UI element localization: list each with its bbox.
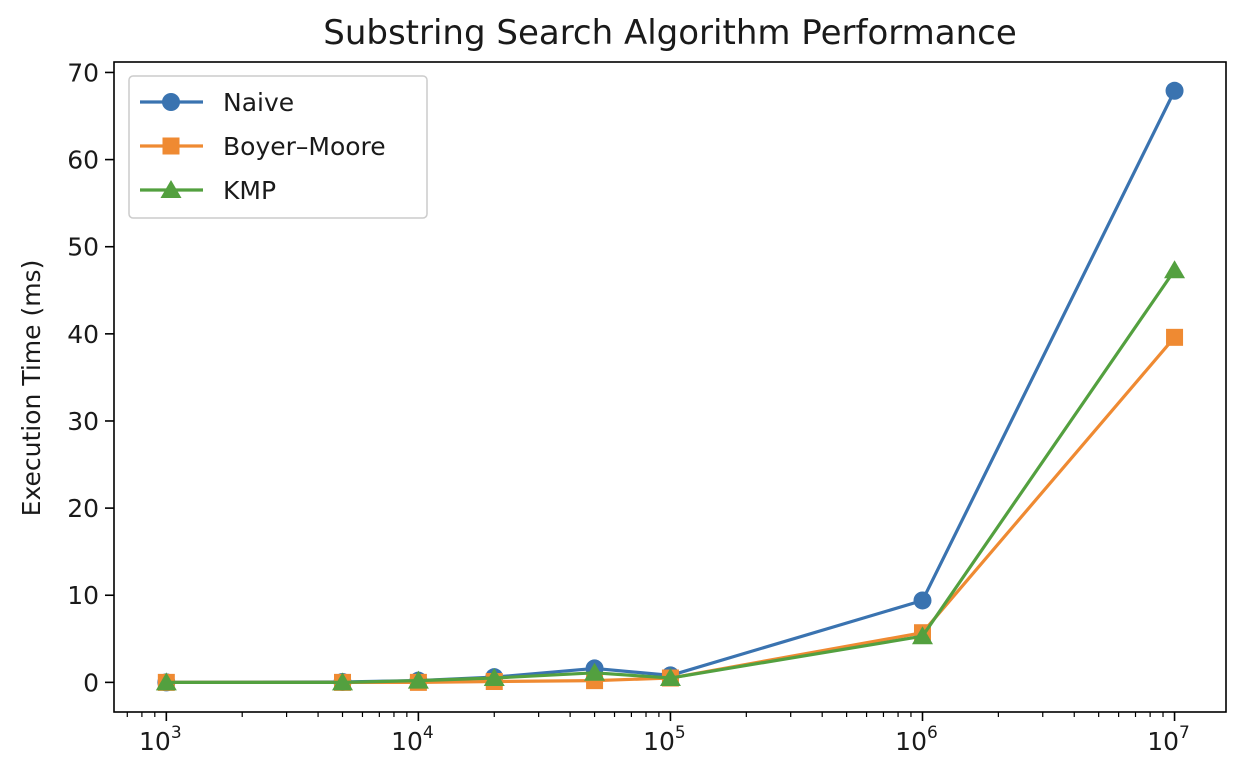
x-tick-label: 103 <box>139 723 182 756</box>
data-point <box>584 662 606 681</box>
x-tick-exponent: 4 <box>423 723 434 743</box>
x-tick-exponent: 6 <box>927 723 938 743</box>
y-tick-label: 30 <box>67 407 99 436</box>
data-point <box>332 672 354 691</box>
legend-marker <box>162 93 180 111</box>
series-line <box>166 269 1176 684</box>
legend-marker <box>162 137 180 155</box>
y-axis-label: Execution Time (ms) <box>17 260 46 517</box>
x-tick-label: 106 <box>895 723 938 756</box>
y-tick-label: 40 <box>67 320 99 349</box>
plot-area <box>155 81 1186 692</box>
axes-frame <box>113 61 1227 713</box>
legend-marker <box>160 180 182 198</box>
data-point <box>1165 81 1184 100</box>
data-point <box>1166 328 1184 346</box>
data-point <box>911 626 933 645</box>
legend-box <box>128 75 428 219</box>
y-tick-label: 70 <box>67 58 99 87</box>
legend-label: Naive <box>223 88 294 117</box>
x-tick-base: 10 <box>643 727 675 756</box>
x-tick-base: 10 <box>139 727 171 756</box>
series-kmp <box>155 260 1186 691</box>
legend-label: Boyer–Moore <box>223 132 386 161</box>
data-point <box>659 668 681 687</box>
x-tick-base: 10 <box>1147 727 1179 756</box>
series-line <box>166 336 1176 684</box>
x-tick-exponent: 7 <box>1179 723 1190 743</box>
x-tick-exponent: 5 <box>675 723 686 743</box>
data-point <box>407 670 429 689</box>
data-point <box>1164 260 1186 279</box>
x-tick-label: 107 <box>1147 723 1190 756</box>
y-tick-label: 0 <box>83 668 99 697</box>
x-tick-label: 105 <box>643 723 686 756</box>
y-tick-label: 60 <box>67 146 99 175</box>
x-tick-label: 104 <box>391 723 434 756</box>
data-point <box>155 672 177 691</box>
x-tick-base: 10 <box>391 727 423 756</box>
y-tick-label: 20 <box>67 494 99 523</box>
y-tick-label: 10 <box>67 581 99 610</box>
data-point <box>913 591 932 610</box>
x-tick-base: 10 <box>895 727 927 756</box>
y-tick-label: 50 <box>67 233 99 262</box>
chart-title: Substring Search Algorithm Performance <box>323 13 1017 53</box>
legend: Naive Boyer–Moore KMP <box>128 75 428 219</box>
data-point <box>483 668 505 687</box>
x-tick-exponent: 3 <box>171 723 182 743</box>
legend-label: KMP <box>223 176 276 205</box>
